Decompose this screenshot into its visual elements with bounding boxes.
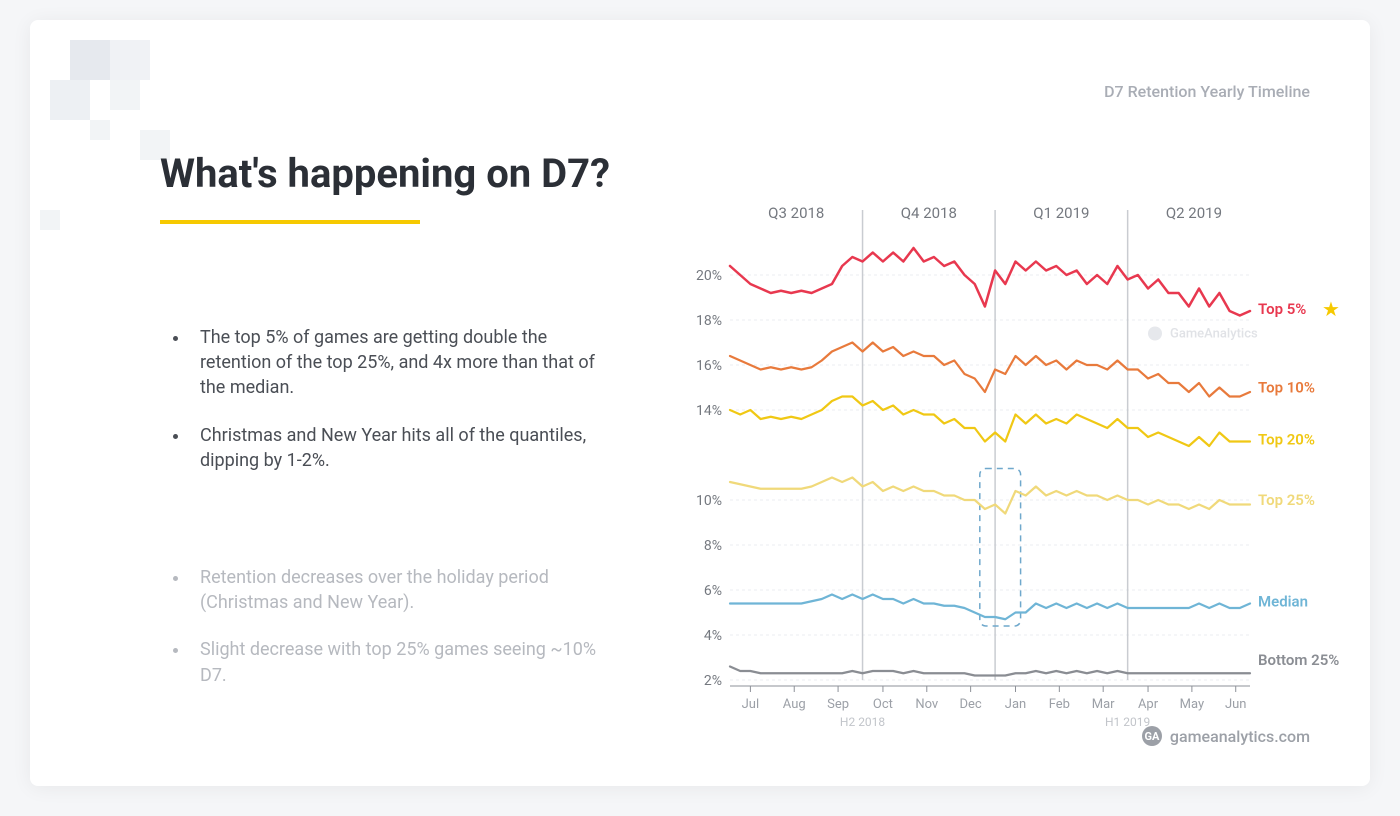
retention-chart: 2% 4% 6% 8% 10% 14% 16% 18% 20% Q3 2018 Q4 2018 Q1 …: [680, 200, 1350, 740]
bullet-item: Slight decrease with top 25% games seein…: [190, 637, 620, 687]
svg-text:Jan: Jan: [1005, 697, 1026, 712]
svg-text:Feb: Feb: [1049, 697, 1070, 712]
svg-text:Jul: Jul: [742, 697, 760, 712]
bullet-item: Retention decreases over the holiday per…: [190, 565, 620, 615]
svg-text:Median: Median: [1258, 592, 1308, 610]
svg-text:14%: 14%: [696, 403, 722, 419]
bullet-item: The top 5% of games are getting double t…: [190, 325, 620, 401]
footer-text: gameanalytics.com: [1170, 727, 1310, 746]
svg-text:8%: 8%: [704, 538, 722, 554]
svg-text:★: ★: [1322, 297, 1340, 321]
svg-text:Jun: Jun: [1225, 697, 1247, 712]
svg-text:Q2 2019: Q2 2019: [1166, 204, 1222, 222]
svg-text:Q4 2018: Q4 2018: [901, 204, 957, 222]
svg-text:Q3 2018: Q3 2018: [768, 204, 824, 222]
page-title: What's happening on D7?: [160, 150, 610, 197]
svg-text:Bottom 25%: Bottom 25%: [1258, 651, 1339, 669]
logo-badge-icon: GA: [1142, 726, 1162, 746]
svg-text:Top 20%: Top 20%: [1258, 430, 1315, 448]
bullets-secondary: Retention decreases over the holiday per…: [160, 565, 620, 710]
svg-text:Mar: Mar: [1092, 697, 1115, 712]
svg-text:2%: 2%: [704, 673, 722, 689]
svg-text:Top 5%: Top 5%: [1258, 300, 1306, 318]
accent-underline: [160, 220, 420, 224]
svg-text:6%: 6%: [704, 583, 722, 599]
svg-text:Q1 2019: Q1 2019: [1033, 204, 1089, 222]
svg-text:4%: 4%: [704, 628, 722, 644]
svg-text:10%: 10%: [696, 493, 722, 509]
svg-text:GameAnalytics: GameAnalytics: [1170, 327, 1258, 342]
header-label: D7 Retention Yearly Timeline: [1104, 82, 1310, 101]
svg-text:Apr: Apr: [1138, 697, 1159, 712]
svg-text:Dec: Dec: [960, 697, 982, 712]
chart-svg: 2% 4% 6% 8% 10% 14% 16% 18% 20% Q3 2018 Q4 2018 Q1 …: [680, 200, 1350, 760]
svg-text:H2 2018: H2 2018: [840, 715, 886, 729]
svg-text:20%: 20%: [696, 268, 722, 284]
slide-card: D7 Retention Yearly Timeline What's happ…: [30, 20, 1370, 786]
svg-text:May: May: [1180, 697, 1204, 712]
bullets-primary: The top 5% of games are getting double t…: [160, 325, 620, 495]
svg-text:Oct: Oct: [873, 697, 893, 712]
footer-logo: GA gameanalytics.com: [1142, 726, 1310, 746]
svg-text:Nov: Nov: [915, 697, 939, 712]
svg-text:Sep: Sep: [827, 697, 849, 712]
svg-text:Top 10%: Top 10%: [1258, 379, 1315, 397]
svg-text:Top 25%: Top 25%: [1258, 491, 1315, 509]
svg-text:Aug: Aug: [783, 697, 806, 712]
svg-text:16%: 16%: [696, 358, 722, 374]
bullet-item: Christmas and New Year hits all of the q…: [190, 423, 620, 473]
svg-text:18%: 18%: [696, 313, 722, 329]
